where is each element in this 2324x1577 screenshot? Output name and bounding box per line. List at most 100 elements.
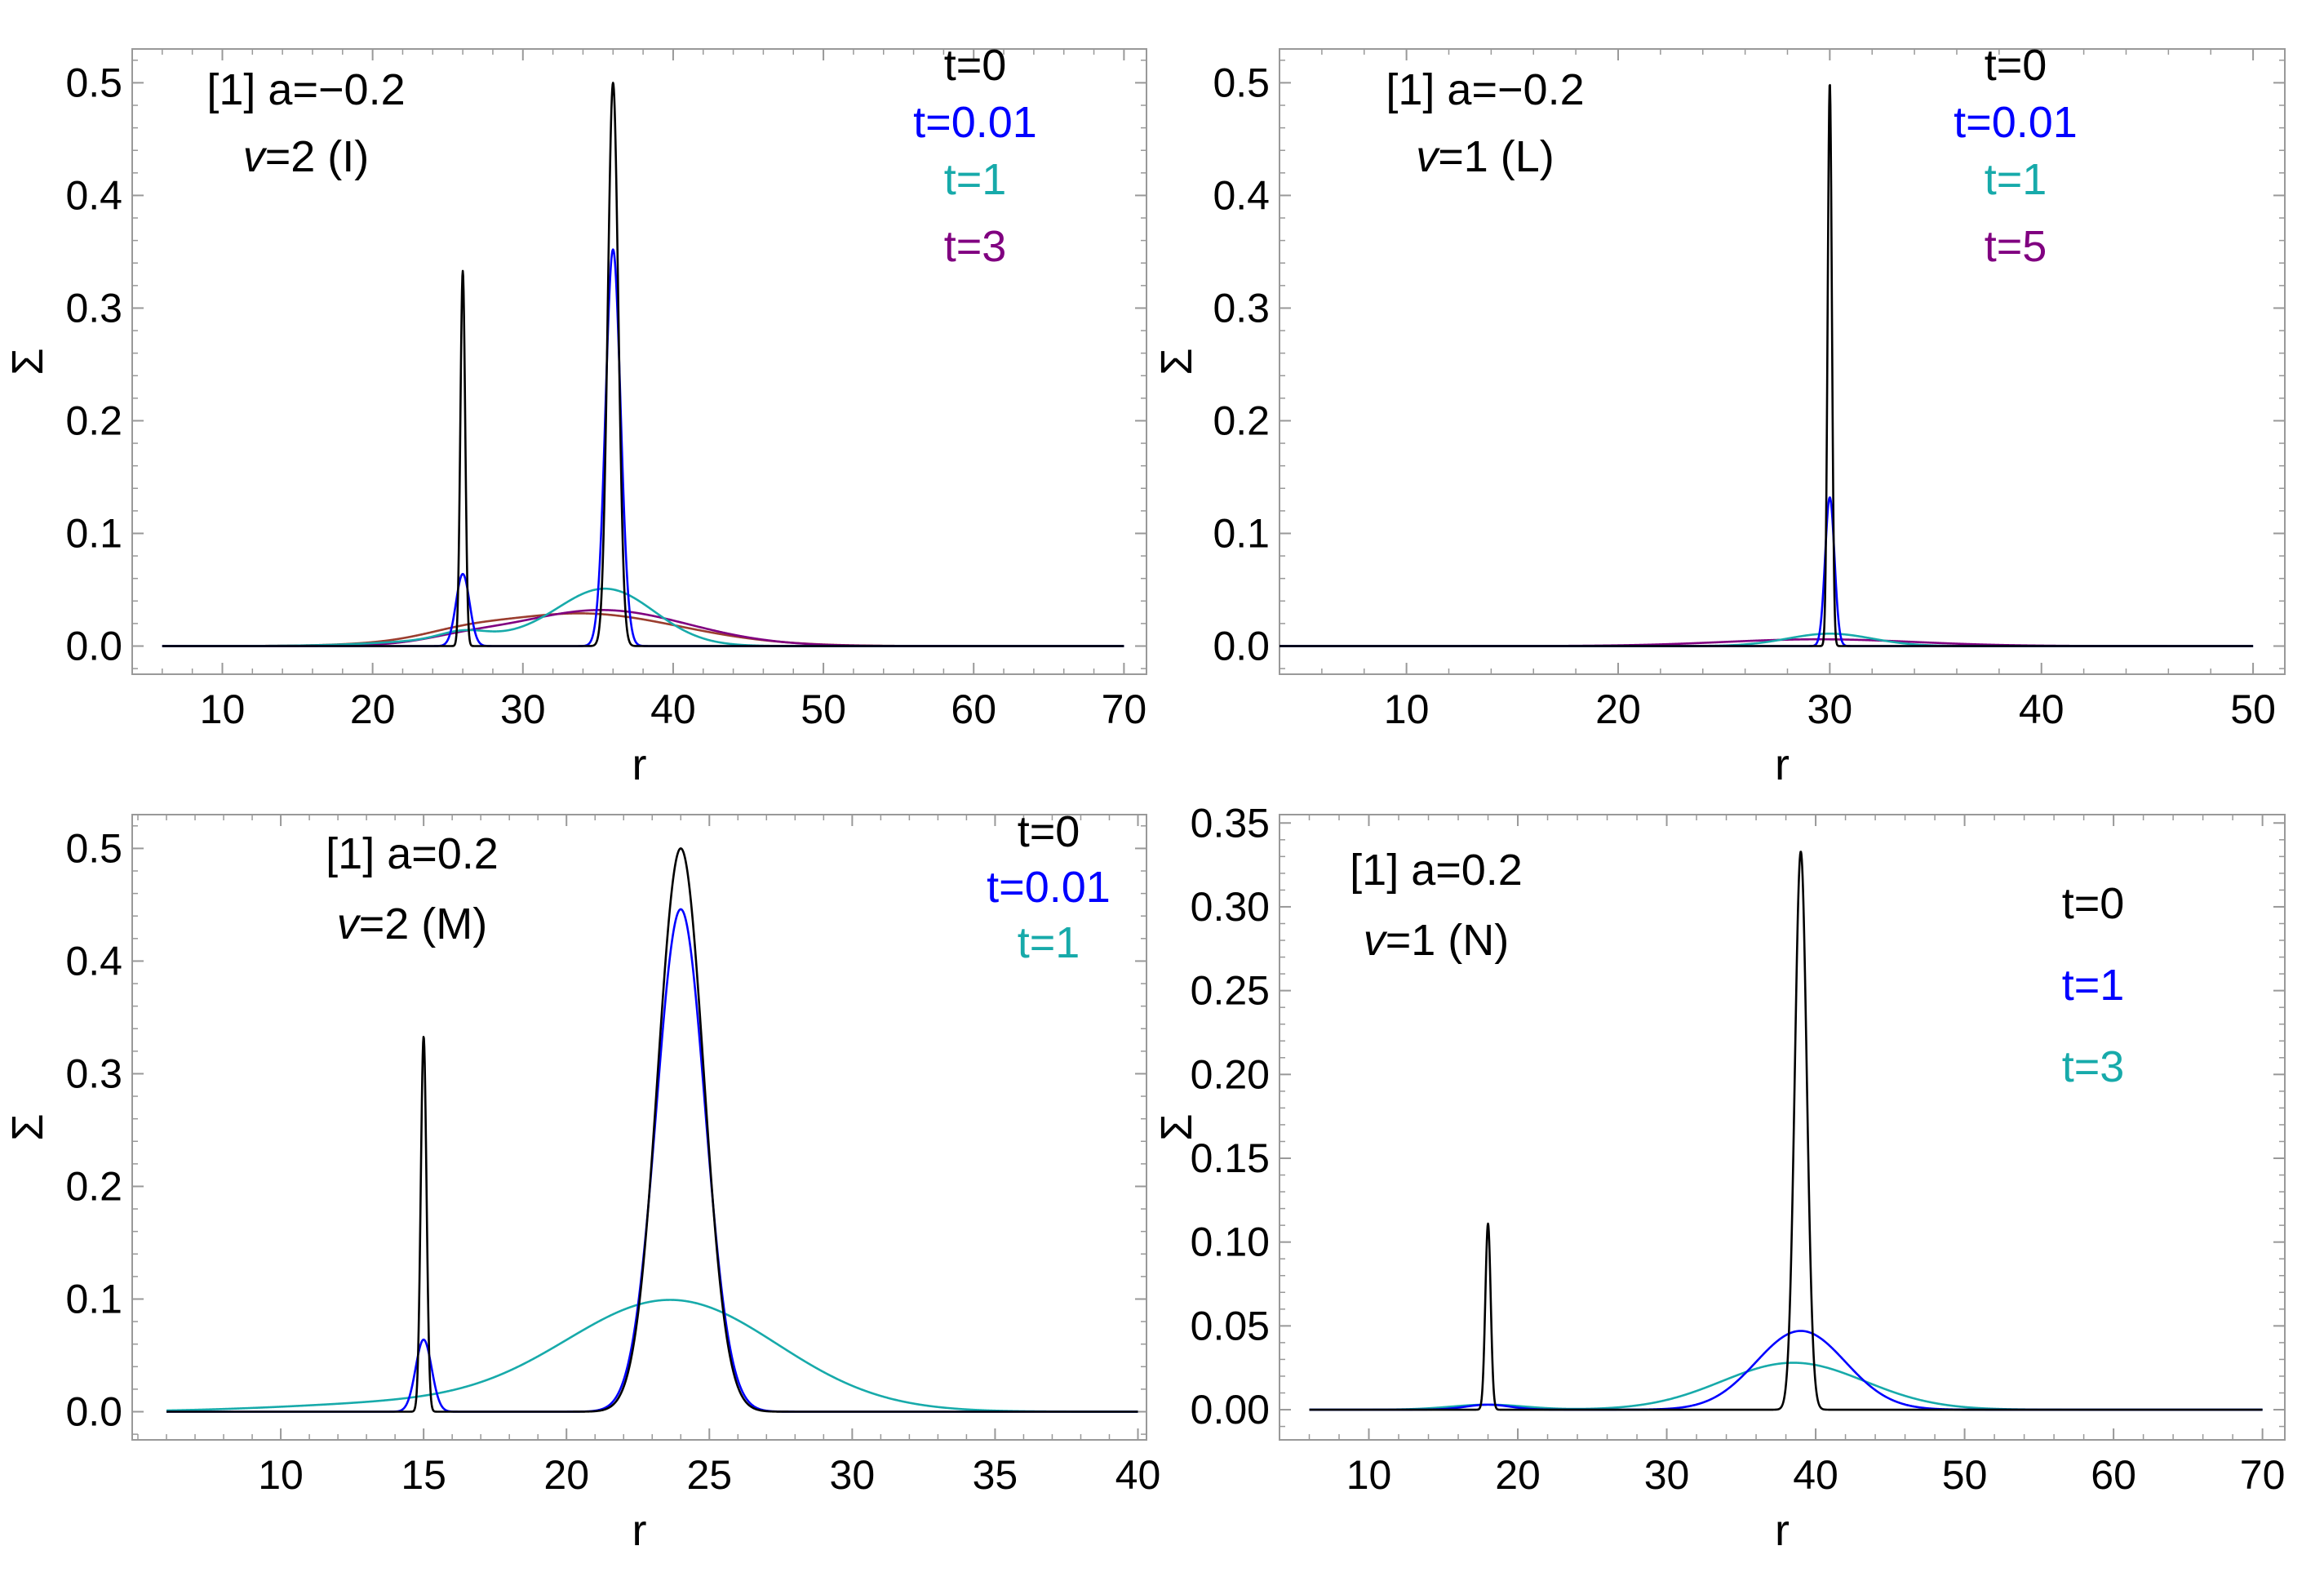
y-tick-label: 0.0: [65, 623, 122, 669]
x-tick-label: 20: [1495, 1452, 1541, 1498]
legend-entry: t=1: [944, 155, 1007, 204]
legend-entry: t=1: [2062, 961, 2125, 1010]
y-axis-label: Σ: [3, 1113, 52, 1140]
y-tick-label: 0.2: [65, 398, 122, 443]
y-tick-label: 0.4: [65, 938, 122, 984]
y-tick-label: 0.15: [1191, 1135, 1270, 1181]
panel-annotation-line1: [1] a=−0.2: [206, 65, 405, 114]
plot-frame: [1279, 48, 2286, 675]
legend-entry: t=0.01: [987, 863, 1111, 912]
series-group: [166, 847, 1139, 1413]
legend-entry: t=0.01: [1954, 98, 2078, 147]
legend-entry: t=0.01: [913, 98, 1037, 147]
x-tick-label: 50: [1942, 1452, 1988, 1498]
series-line-t-1: [162, 587, 1125, 647]
y-axis-label: Σ: [3, 348, 52, 375]
y-tick-label: 0.20: [1191, 1051, 1270, 1097]
series-line-t-0: [1280, 84, 2254, 647]
x-axis-label: r: [632, 740, 647, 789]
legend-entry: t=3: [944, 222, 1007, 271]
x-tick-label: 30: [1644, 1452, 1690, 1498]
panel-annotation-line1: [1] a=0.2: [326, 829, 499, 878]
x-tick-label: 20: [350, 686, 396, 732]
x-tick-label: 30: [500, 686, 546, 732]
x-tick-label: 20: [543, 1452, 589, 1498]
x-tick-label: 10: [200, 686, 246, 732]
legend-entry: t=0: [2062, 879, 2125, 928]
panel-annotation-line2: v=2 (I): [243, 132, 370, 181]
y-tick-label: 0.30: [1191, 884, 1270, 930]
chart-panel-I: 10 20 30 40 50 60 70 0.0 0.1 0.2 0.3 0.4 0.5 r Σ [1] a=…: [3, 41, 1147, 789]
series-line-t-1: [166, 1299, 1139, 1413]
plot-frame: [131, 814, 1147, 1441]
legend-entry: t=0: [944, 41, 1007, 90]
x-tick-label: 70: [1102, 686, 1147, 732]
y-axis-label: Σ: [1152, 1113, 1201, 1140]
x-tick-label: 70: [2240, 1452, 2286, 1498]
x-tick-label: 25: [686, 1452, 732, 1498]
x-tick-label: 40: [1793, 1452, 1838, 1498]
series-group: [162, 82, 1125, 647]
series-line-t-0: [166, 847, 1139, 1413]
y-tick-label: 0.00: [1191, 1387, 1270, 1433]
y-tick-label: 0.3: [65, 1051, 122, 1096]
x-axis-label: r: [632, 1506, 647, 1555]
chart-panel-L: 10 20 30 40 50 0.0 0.1 0.2 0.3 0.4 0.5 r Σ [1] a=−0.2…: [1152, 41, 2286, 789]
panel-annotation-line2: v=1 (L): [1416, 132, 1555, 181]
y-tick-label: 0.05: [1191, 1303, 1270, 1348]
x-tick-label: 10: [258, 1452, 304, 1498]
legend-entry: t=0: [1985, 41, 2047, 90]
panel-annotation-line1: [1] a=−0.2: [1386, 65, 1584, 114]
y-tick-label: 0.1: [1213, 510, 1270, 556]
x-tick-label: 40: [650, 686, 696, 732]
plot-frame: [1279, 814, 2286, 1441]
y-tick-label: 0.4: [65, 172, 122, 218]
legend-entry: t=5: [1985, 222, 2047, 271]
y-tick-label: 0.5: [65, 825, 122, 871]
y-tick-label: 0.4: [1213, 172, 1270, 218]
y-tick-label: 0.3: [1213, 285, 1270, 331]
x-tick-label: 15: [401, 1452, 446, 1498]
chart-panel-N: 10 20 30 40 50 60 70 0.00 0.05 0.10 0.15 0.20 0.25 0.…: [1152, 800, 2286, 1555]
x-tick-label: 50: [801, 686, 846, 732]
x-tick-label: 30: [830, 1452, 876, 1498]
x-axis-label: r: [1775, 740, 1790, 789]
minor-ticks: [1279, 815, 2285, 1440]
x-tick-label: 30: [1807, 686, 1853, 732]
x-tick-label: 60: [2091, 1452, 2136, 1498]
panel-annotation-line2: v=1 (N): [1364, 916, 1510, 965]
series-line-t-0: [1308, 851, 2264, 1411]
y-tick-label: 0.5: [65, 60, 122, 105]
series-group: [1280, 84, 2254, 647]
y-tick-label: 0.2: [1213, 398, 1270, 443]
x-tick-label: 40: [2019, 686, 2065, 732]
y-tick-label: 0.2: [65, 1163, 122, 1209]
x-tick-label: 10: [1384, 686, 1430, 732]
y-axis-label: Σ: [1152, 348, 1201, 375]
x-tick-label: 20: [1595, 686, 1641, 732]
x-tick-label: 60: [951, 686, 996, 732]
chart-panel-M: 10 15 20 25 30 35 40 0.0 0.1 0.2 0.3 0.4 0.5 r Σ [1] a=…: [3, 807, 1160, 1555]
y-tick-label: 0.10: [1191, 1219, 1270, 1265]
legend-entry: t=3: [2062, 1042, 2125, 1091]
legend-entry: t=0: [1018, 807, 1080, 856]
y-tick-label: 0.35: [1191, 800, 1270, 846]
series-group: [1308, 851, 2264, 1411]
plot-frame: [131, 48, 1147, 675]
x-tick-label: 10: [1346, 1452, 1392, 1498]
y-tick-label: 0.0: [1213, 623, 1270, 669]
series-line-t-0: [162, 82, 1125, 647]
y-tick-label: 0.5: [1213, 60, 1270, 105]
y-tick-label: 0.0: [65, 1388, 122, 1434]
y-tick-label: 0.25: [1191, 968, 1270, 1014]
series-line-t-3-brown-: [162, 612, 1125, 647]
x-tick-label: 35: [973, 1452, 1018, 1498]
y-tick-label: 0.1: [65, 510, 122, 556]
legend-entry: t=1: [1018, 918, 1080, 967]
series-line-t-3: [162, 609, 1125, 647]
legend-entry: t=1: [1985, 155, 2047, 204]
x-tick-label: 40: [1115, 1452, 1161, 1498]
series-line-t-0-01: [162, 248, 1125, 647]
panel-annotation-line1: [1] a=0.2: [1350, 846, 1523, 895]
